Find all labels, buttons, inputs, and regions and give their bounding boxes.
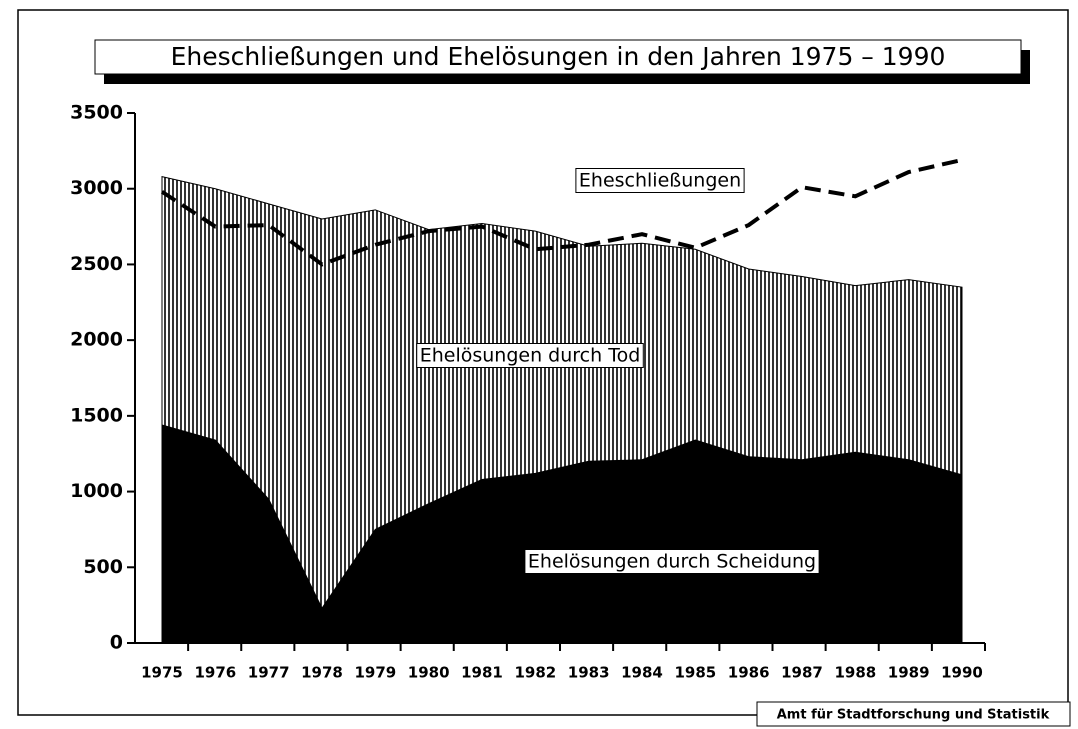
- y-tick-label: 3500: [70, 102, 123, 124]
- source: Amt für Stadtforschung und Statistik: [777, 708, 1050, 723]
- x-tick-label: 1975: [141, 664, 183, 682]
- y-tick-label: 2000: [70, 329, 123, 351]
- source-box: [756, 701, 1071, 727]
- line: [160, 157, 963, 267]
- x-tick-label: 1989: [888, 664, 930, 682]
- y-tick-label: 500: [83, 556, 123, 578]
- y-tick-label: 2500: [70, 253, 123, 275]
- x-tick-label: 1983: [568, 664, 610, 682]
- x-tick-label: 1976: [194, 664, 236, 682]
- chart-title: Eheschließungen und Ehelösungen in den J…: [171, 42, 946, 71]
- x-tick-label: 1988: [834, 664, 876, 682]
- x-tick-label: 1990: [941, 664, 983, 682]
- y-tick-label: 1000: [70, 480, 123, 502]
- x-tick-label: 1985: [674, 664, 716, 682]
- x-tick-label: 1977: [248, 664, 290, 682]
- series-label-box: [524, 549, 820, 574]
- x-tick-label: 1978: [301, 664, 343, 682]
- y-tick-label: 0: [110, 632, 123, 654]
- title-box: [94, 39, 1022, 75]
- series-label: Ehelösungen durch Tod: [420, 345, 641, 367]
- x-tick-label: 1981: [461, 664, 503, 682]
- x-tick-label: 1987: [781, 664, 823, 682]
- x-tick-label: 1986: [728, 664, 770, 682]
- series-label-box: [416, 343, 644, 368]
- x-tick-label: 1979: [354, 664, 396, 682]
- y-tick-label: 3000: [70, 177, 123, 199]
- frame: [17, 9, 1069, 716]
- series-label: Ehelösungen durch Scheidung: [528, 551, 816, 573]
- series-label: Eheschließungen: [579, 170, 741, 192]
- x-tick-label: 1980: [408, 664, 450, 682]
- area: [161, 175, 963, 610]
- x-tick-label: 1982: [514, 664, 556, 682]
- series-label-box: [575, 168, 745, 193]
- y-tick-label: 1500: [70, 404, 123, 426]
- x-tick-label: 1984: [621, 664, 663, 682]
